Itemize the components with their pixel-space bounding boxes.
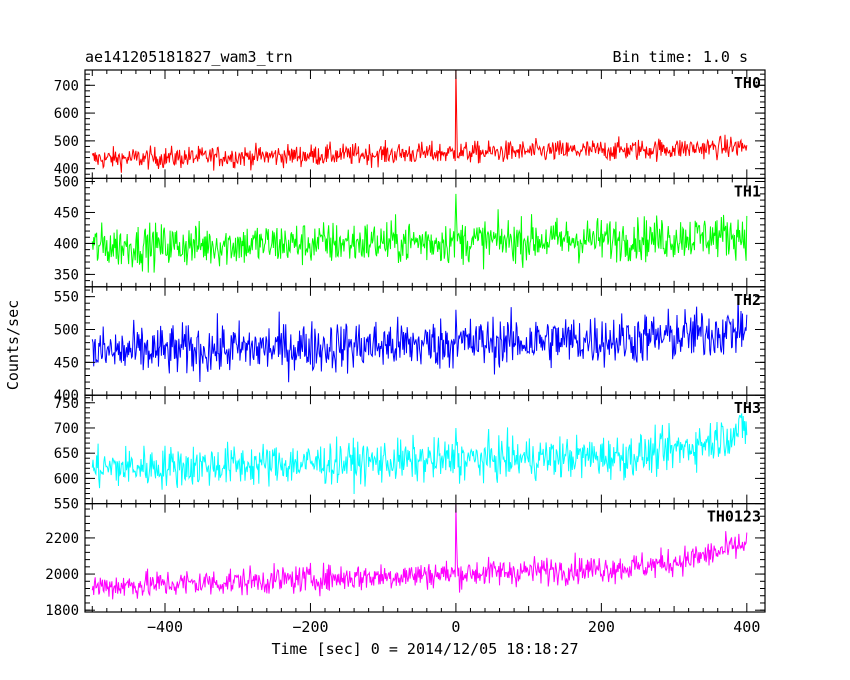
x-tick-label: 200	[588, 618, 615, 636]
x-tick-label: −400	[147, 618, 183, 636]
chart-title-right: Bin time: 1.0 s	[613, 48, 748, 66]
series-line-th0123	[91, 503, 748, 600]
panel-frame	[84, 503, 766, 613]
panel-label-th2: TH2	[734, 291, 761, 309]
y-tick-label: 500	[54, 323, 79, 339]
series-line-th1	[91, 193, 748, 273]
y-tick-label: 700	[54, 421, 79, 437]
y-tick-label: 400	[54, 388, 79, 404]
x-tick-label: 0	[451, 618, 460, 636]
y-tick-label: 500	[54, 174, 79, 190]
panel-th0123: 1800 2000 2200 TH0123	[45, 503, 766, 619]
y-tick-label: 2200	[45, 531, 79, 547]
series-line-th3	[91, 413, 748, 494]
chart-title-left: ae141205181827_wam3_trn	[85, 48, 293, 66]
x-tick-label: 400	[733, 618, 760, 636]
panel-th1: 350 400 450 500 TH1	[54, 174, 766, 288]
y-tick-label: 450	[54, 355, 79, 371]
y-tick-label: 700	[54, 78, 79, 94]
panel-th0: 400 500 600 700 TH0	[54, 69, 766, 180]
y-tick-label: 600	[54, 106, 79, 122]
y-tick-label: 400	[54, 162, 79, 178]
y-tick-label: 1800	[45, 603, 79, 619]
y-tick-label: 350	[54, 267, 79, 283]
y-tick-label: 650	[54, 446, 79, 462]
panel-label-th3: TH3	[734, 399, 761, 417]
series-line-th2	[91, 295, 748, 383]
y-tick-label: 500	[54, 134, 79, 150]
y-tick-label: 450	[54, 205, 79, 221]
panel-label-th0: TH0	[734, 74, 761, 92]
y-tick-label: 2000	[45, 567, 79, 583]
panel-th3: 550 600 650 700 750 TH3	[54, 394, 766, 513]
series-line-th0	[91, 70, 748, 173]
panel-label-th1: TH1	[734, 182, 761, 200]
y-tick-label: 550	[54, 497, 79, 513]
panel-label-th0123: TH0123	[707, 508, 761, 526]
y-tick-label: 600	[54, 471, 79, 487]
y-tick-label: 550	[54, 290, 79, 306]
panel-th2: 400 450 500 550 TH2	[54, 286, 766, 404]
y-tick-label: 750	[54, 396, 79, 412]
x-tick-label: −200	[292, 618, 328, 636]
y-tick-label: 400	[54, 236, 79, 252]
x-axis-label: Time [sec] 0 = 2014/12/05 18:18:27	[271, 640, 578, 658]
y-axis-label: Counts/sec	[4, 300, 22, 390]
